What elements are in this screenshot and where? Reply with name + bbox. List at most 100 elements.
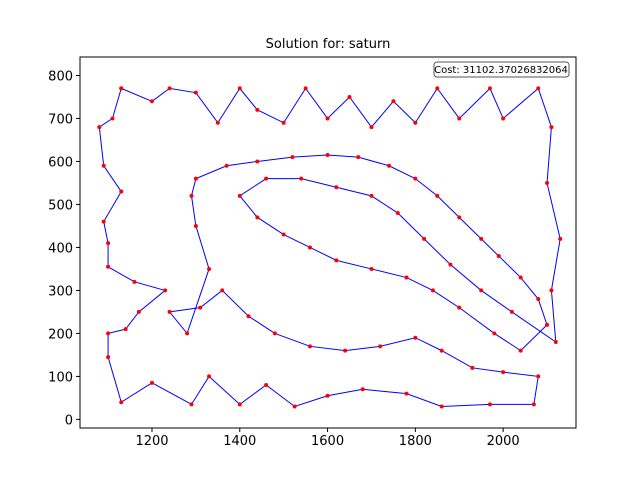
city-point: [185, 331, 190, 336]
city-point: [496, 254, 501, 259]
city-point: [378, 344, 383, 349]
city-point: [272, 331, 277, 336]
city-point: [531, 402, 536, 407]
city-point: [536, 86, 541, 91]
city-point: [193, 90, 198, 95]
y-tick-label: 100: [48, 370, 73, 385]
city-point: [264, 176, 269, 181]
y-tick-label: 200: [48, 327, 73, 342]
city-point: [292, 404, 297, 409]
y-tick-label: 600: [48, 155, 73, 170]
city-point: [479, 236, 484, 241]
x-tick-label: 1400: [223, 434, 256, 449]
city-point: [360, 387, 365, 392]
y-tick-label: 500: [48, 198, 73, 213]
city-point: [207, 266, 212, 271]
city-point: [136, 309, 141, 314]
x-tick-label: 2000: [487, 434, 520, 449]
city-point: [369, 193, 374, 198]
city-point: [457, 215, 462, 220]
city-point: [545, 322, 550, 327]
city-point: [356, 155, 361, 160]
city-point: [167, 86, 172, 91]
city-point: [264, 383, 269, 388]
city-point: [123, 327, 128, 332]
city-point: [430, 288, 435, 293]
y-tick-label: 700: [48, 112, 73, 127]
city-point: [558, 236, 563, 241]
city-point: [281, 120, 286, 125]
city-point: [457, 116, 462, 121]
city-point: [149, 380, 154, 385]
city-point: [246, 314, 251, 319]
city-point: [334, 258, 339, 263]
city-point: [167, 309, 172, 314]
city-point: [553, 340, 558, 345]
city-point: [501, 370, 506, 375]
city-point: [106, 241, 111, 246]
city-point: [334, 185, 339, 190]
city-point: [387, 163, 392, 168]
city-point: [343, 348, 348, 353]
city-point: [303, 86, 308, 91]
city-point: [215, 120, 220, 125]
city-point: [237, 193, 242, 198]
city-point: [149, 99, 154, 104]
city-point: [518, 348, 523, 353]
city-point: [369, 266, 374, 271]
city-point: [308, 245, 313, 250]
city-point: [479, 288, 484, 293]
y-tick-label: 400: [48, 241, 73, 256]
city-point: [237, 402, 242, 407]
x-tick-label: 1600: [311, 434, 344, 449]
city-point: [106, 355, 111, 360]
city-point: [106, 264, 111, 269]
chart-title: Solution for: saturn: [266, 37, 391, 52]
city-point: [237, 86, 242, 91]
city-point: [501, 116, 506, 121]
city-point: [325, 393, 330, 398]
city-point: [132, 279, 137, 284]
city-point: [119, 189, 124, 194]
city-point: [101, 219, 106, 224]
city-point: [470, 365, 475, 370]
city-point: [509, 309, 514, 314]
city-point: [193, 176, 198, 181]
city-point: [255, 159, 260, 164]
city-point: [404, 275, 409, 280]
annotation: Cost: 31102.37026832064: [434, 65, 568, 76]
city-point: [347, 94, 352, 99]
city-point: [189, 402, 194, 407]
city-point: [518, 275, 523, 280]
tour-line: [98, 87, 561, 408]
city-point: [536, 374, 541, 379]
city-point: [193, 223, 198, 228]
city-point: [435, 86, 440, 91]
city-point: [189, 193, 194, 198]
city-point: [457, 305, 462, 310]
city-point: [163, 288, 168, 293]
city-point: [119, 86, 124, 91]
city-point: [413, 120, 418, 125]
city-point: [255, 215, 260, 220]
city-point: [325, 153, 330, 158]
city-point: [308, 344, 313, 349]
city-point: [439, 348, 444, 353]
city-point: [487, 86, 492, 91]
city-point: [290, 155, 295, 160]
annotation-box: [433, 61, 570, 78]
city-point: [549, 125, 554, 130]
city-point: [536, 297, 541, 302]
city-point: [439, 404, 444, 409]
y-tick-label: 800: [48, 69, 73, 84]
city-point: [487, 402, 492, 407]
city-point: [281, 232, 286, 237]
city-point: [422, 236, 427, 241]
city-point: [545, 180, 550, 185]
city-point: [119, 400, 124, 405]
y-tick-label: 0: [65, 413, 73, 428]
city-point: [101, 163, 106, 168]
city-point: [198, 305, 203, 310]
